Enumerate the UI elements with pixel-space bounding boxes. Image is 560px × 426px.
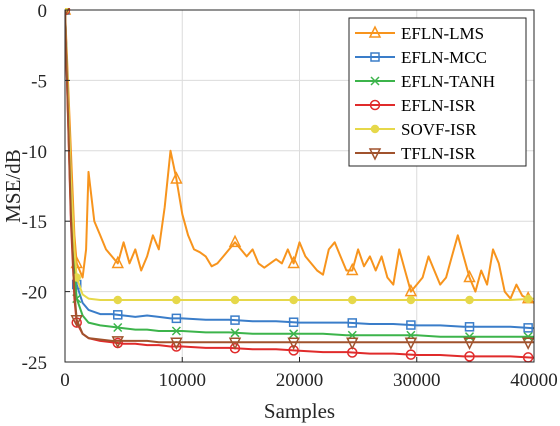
- data-point-marker: [230, 315, 240, 325]
- data-point-marker: [171, 326, 181, 336]
- data-point-marker: [111, 336, 124, 349]
- legend-marker: [368, 148, 382, 161]
- data-point-marker: [405, 349, 417, 360]
- series-line: [65, 9, 534, 344]
- data-point-marker: [464, 332, 475, 342]
- y-axis-label: MSE/dB: [1, 149, 25, 223]
- data-point-marker: [229, 343, 241, 354]
- data-point-marker: [523, 294, 533, 304]
- y-tick-label: -5: [31, 71, 47, 92]
- data-point-marker: [404, 283, 418, 297]
- series-line: [65, 9, 534, 301]
- data-point-marker: [230, 295, 240, 305]
- legend-label: EFLN-TANH: [401, 72, 495, 91]
- series-line: [65, 9, 534, 338]
- series-efln-mcc: [65, 8, 534, 333]
- data-point-marker: [288, 317, 299, 327]
- legend-label: TFLN-ISR: [401, 144, 476, 163]
- series-tfln-isr: [65, 8, 534, 350]
- data-point-marker: [346, 262, 359, 276]
- data-point-marker: [228, 234, 242, 248]
- data-point-marker: [521, 337, 534, 350]
- x-tick-label: 10000: [159, 370, 207, 391]
- data-point-marker: [404, 337, 418, 350]
- data-point-marker: [70, 315, 83, 328]
- legend-label: EFLN-LMS: [401, 24, 484, 43]
- data-point-marker: [172, 295, 181, 305]
- data-point-marker: [171, 313, 182, 324]
- data-point-marker: [348, 295, 357, 305]
- data-point-marker: [288, 345, 299, 356]
- legend-marker: [368, 25, 382, 38]
- data-point-marker: [170, 337, 183, 350]
- legend-marker: [369, 99, 381, 111]
- y-tick-label: -15: [22, 212, 47, 233]
- y-tick-label: -25: [22, 353, 47, 374]
- x-tick-label: 30000: [393, 370, 441, 391]
- y-tick-label: -10: [22, 142, 47, 163]
- series-line: [65, 9, 534, 304]
- data-point-marker: [65, 8, 70, 18]
- data-point-marker: [464, 351, 475, 362]
- data-point-marker: [170, 171, 183, 184]
- x-axis-label: Samples: [264, 399, 335, 423]
- x-tick-label: 40000: [510, 370, 558, 391]
- data-point-marker: [289, 329, 299, 339]
- data-point-marker: [347, 318, 358, 328]
- legend: EFLN-LMS EFLN-MCC EFLN-TANH EFLN-ISR SOVF-IS…: [348, 17, 527, 167]
- data-point-marker: [523, 332, 533, 342]
- data-point-marker: [113, 295, 123, 305]
- data-point-marker: [406, 295, 416, 305]
- data-point-marker: [287, 255, 300, 269]
- data-point-marker: [463, 337, 476, 350]
- y-tick-label: -20: [22, 283, 47, 304]
- legend-box: [348, 17, 527, 167]
- data-point-marker: [113, 322, 123, 333]
- data-point-marker: [113, 310, 123, 320]
- legend-marker: [370, 76, 380, 86]
- series-line: [65, 9, 534, 330]
- data-point-marker: [289, 295, 298, 305]
- data-point-marker: [111, 255, 124, 269]
- legend-label: SOVF-ISR: [401, 120, 477, 139]
- data-point-marker: [465, 295, 474, 305]
- data-point-marker: [346, 337, 359, 350]
- x-tick-label: 20000: [276, 370, 324, 391]
- legend-label: EFLN-MCC: [401, 48, 487, 67]
- data-point-marker: [228, 337, 242, 350]
- legend-label: EFLN-ISR: [401, 96, 476, 115]
- legend-marker: [370, 124, 380, 134]
- data-point-marker: [406, 320, 416, 330]
- x-tick-label: 0: [60, 370, 70, 391]
- data-point-marker: [463, 269, 476, 283]
- data-point-marker: [230, 328, 240, 338]
- y-tick-label: 0: [38, 1, 48, 22]
- legend-marker: [370, 52, 380, 62]
- data-point-marker: [523, 323, 533, 333]
- series-layer: [65, 8, 534, 363]
- data-point-marker: [287, 337, 300, 350]
- data-point-marker: [464, 322, 475, 332]
